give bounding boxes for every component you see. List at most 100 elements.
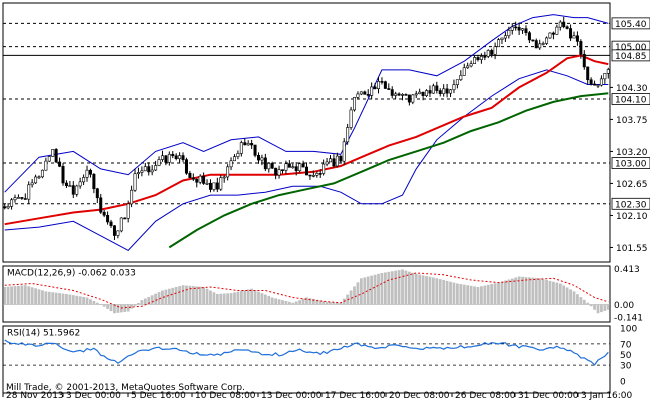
macd-bar xyxy=(394,270,398,305)
macd-bar xyxy=(459,284,463,305)
candle-body xyxy=(133,173,137,191)
rsi-axis-label: 70 xyxy=(620,340,632,350)
candle-body xyxy=(188,172,192,179)
candle-body xyxy=(23,198,27,200)
candle-body xyxy=(329,158,333,163)
price-axis-label: 105.40 xyxy=(615,20,647,30)
macd-bar xyxy=(315,299,319,305)
macd-bar xyxy=(284,301,288,305)
candle-body xyxy=(521,28,525,31)
macd-bar xyxy=(164,289,168,305)
rsi-axis-label: 30 xyxy=(620,362,632,372)
candle-body xyxy=(493,46,497,55)
candle-body xyxy=(366,94,370,96)
macd-bar xyxy=(377,273,380,305)
macd-panel-frame xyxy=(2,265,611,323)
candle-body xyxy=(363,91,367,95)
macd-bar xyxy=(462,284,466,305)
macd-bar xyxy=(253,290,257,305)
candle-body xyxy=(483,56,487,58)
x-axis-label: 20 Dec 08:00 xyxy=(389,391,450,400)
candle-body xyxy=(68,185,72,187)
macd-bar xyxy=(359,278,363,305)
macd-bar xyxy=(442,280,446,305)
candle-body xyxy=(335,155,339,167)
candle-body xyxy=(82,177,86,183)
price-axis-label: 105.00 xyxy=(615,43,647,53)
macd-bar xyxy=(363,277,367,305)
candle-body xyxy=(455,79,459,85)
candle-body xyxy=(150,169,154,173)
candle-body xyxy=(222,176,226,179)
macd-bar xyxy=(325,301,329,305)
candle-body xyxy=(394,93,398,96)
macd-bar xyxy=(565,287,569,305)
candle-body xyxy=(425,90,429,96)
candle-body xyxy=(10,199,14,207)
candle-body xyxy=(243,142,247,146)
price-level-label-box xyxy=(611,93,650,105)
macd-bar xyxy=(3,287,7,305)
macd-bar xyxy=(191,286,195,305)
candle-body xyxy=(462,67,466,76)
candle-body xyxy=(232,156,236,162)
candle-body xyxy=(517,27,521,31)
macd-bar xyxy=(353,286,356,305)
macd-bar xyxy=(531,277,535,305)
candle-body xyxy=(514,26,518,29)
macd-bar xyxy=(311,298,315,305)
candle-body xyxy=(479,56,483,60)
price-axis-label: 104.10 xyxy=(615,96,647,106)
macd-bar xyxy=(431,277,435,305)
candle-body xyxy=(184,159,188,174)
macd-bar xyxy=(411,272,415,305)
candle-body xyxy=(596,84,600,87)
x-axis-label: 17 Dec 16:00 xyxy=(325,391,386,400)
macd-bar xyxy=(356,282,360,305)
candle-body xyxy=(565,26,569,29)
candle-body xyxy=(126,203,130,219)
candle-body xyxy=(435,85,439,91)
macd-bar xyxy=(569,289,572,305)
candle-body xyxy=(260,157,264,161)
price-level-label-box xyxy=(611,157,650,169)
candle-body xyxy=(418,91,422,95)
macd-bar xyxy=(71,295,75,305)
macd-bar xyxy=(606,304,610,310)
macd-bar xyxy=(514,277,518,305)
candle-body xyxy=(541,43,545,45)
price-panel-frame xyxy=(2,2,611,263)
macd-bar xyxy=(380,273,384,305)
macd-bar xyxy=(329,302,332,305)
candle-body xyxy=(404,94,408,96)
candle-body xyxy=(414,93,418,96)
candle-body xyxy=(47,156,51,162)
candle-body xyxy=(226,166,230,178)
candle-body xyxy=(606,69,610,74)
candle-body xyxy=(140,170,144,173)
price-level-label-box xyxy=(611,197,650,210)
candle-body xyxy=(428,90,432,94)
macd-bar xyxy=(181,285,185,305)
candle-body xyxy=(356,93,360,98)
macd-bar xyxy=(89,299,92,305)
candle-body xyxy=(353,97,357,111)
macd-label: MACD(12,26,9) -0.062 0.033 xyxy=(7,269,136,279)
macd-bar xyxy=(287,301,291,305)
rsi-line xyxy=(4,339,609,366)
candle-body xyxy=(136,172,140,175)
candle-body xyxy=(54,149,58,163)
candle-body xyxy=(219,177,223,190)
macd-bar xyxy=(318,300,322,305)
x-axis-label: 10 Dec 08:00 xyxy=(195,391,256,400)
candle-body xyxy=(287,163,291,168)
macd-bar xyxy=(140,300,144,305)
macd-bar xyxy=(490,284,494,305)
macd-bar xyxy=(510,278,514,305)
macd-bar xyxy=(44,291,48,305)
candle-body xyxy=(349,109,353,128)
rsi-axis-label: 0 xyxy=(620,378,626,388)
macd-bar xyxy=(541,279,545,305)
candle-body xyxy=(109,221,113,227)
macd-bar xyxy=(209,290,212,305)
